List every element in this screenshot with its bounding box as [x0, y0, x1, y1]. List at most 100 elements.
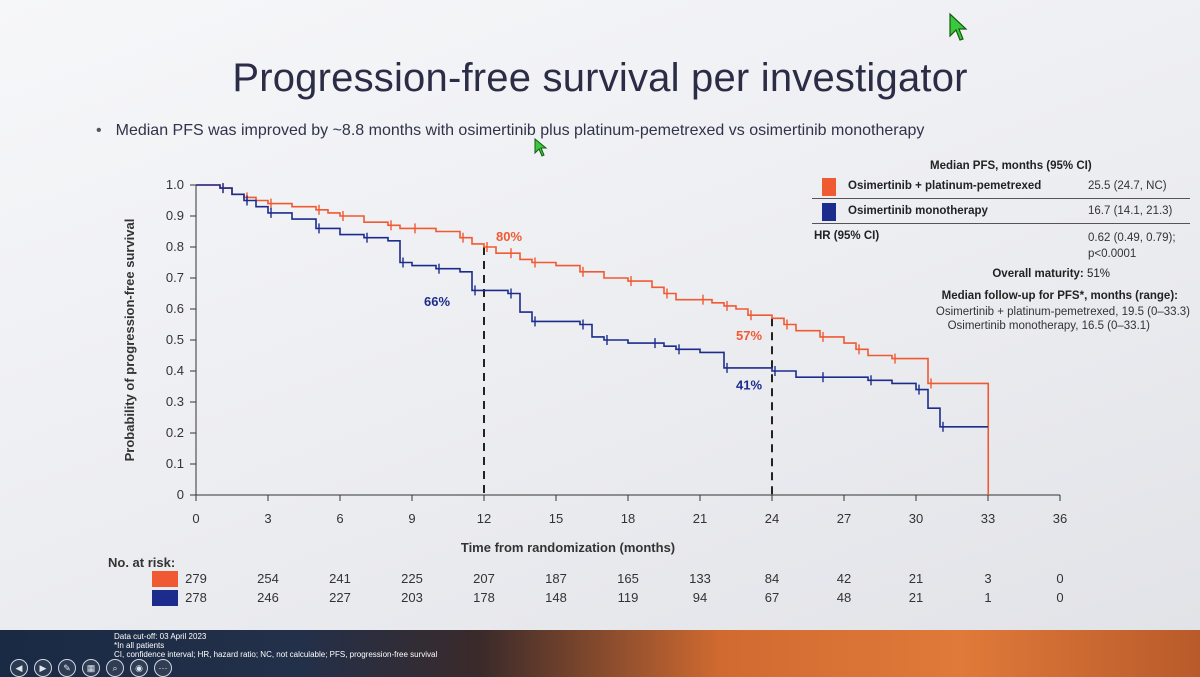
- percent-annotation: 57%: [736, 328, 762, 343]
- risk-count-combo: 254: [257, 571, 279, 586]
- x-tick-label: 21: [693, 511, 707, 526]
- hr-value-line2: p<0.0001: [1088, 248, 1137, 260]
- legend-value-mono: 16.7 (14.1, 21.3): [1088, 205, 1173, 217]
- x-tick-label: 15: [549, 511, 563, 526]
- y-tick-label: 0.4: [166, 363, 184, 378]
- pen-icon[interactable]: ✎: [58, 659, 76, 677]
- legend-label-mono: Osimertinib monotherapy: [848, 205, 988, 217]
- risk-count-mono: 178: [473, 590, 495, 605]
- risk-count-combo: 207: [473, 571, 495, 586]
- risk-count-mono: 227: [329, 590, 351, 605]
- followup-mono: Osimertinib monotherapy, 16.5 (0–33.1): [947, 320, 1150, 332]
- bullet-point: • Median PFS was improved by ~8.8 months …: [96, 122, 924, 140]
- x-tick-label: 18: [621, 511, 635, 526]
- risk-count-mono: 119: [617, 590, 639, 605]
- risk-count-combo: 241: [329, 571, 351, 586]
- followup-title: Median follow-up for PFS*, months (range…: [941, 290, 1178, 302]
- x-tick-label: 6: [336, 511, 343, 526]
- overall-maturity: Overall maturity: 51%: [992, 268, 1110, 280]
- legend-swatch-combo: [822, 178, 836, 196]
- risk-swatch-mono: [152, 590, 178, 606]
- footer-notes: Data cut-off: 03 April 2023 *In all pati…: [114, 632, 437, 659]
- legend-header: Median PFS, months (95% CI): [930, 160, 1092, 172]
- risk-count-mono: 21: [908, 590, 924, 605]
- risk-swatch-combo: [152, 571, 178, 587]
- y-tick-label: 0.9: [166, 208, 184, 223]
- y-tick-label: 0.8: [166, 239, 184, 254]
- risk-count-combo: 187: [545, 571, 567, 586]
- hr-value: 0.62 (0.49, 0.79); p<0.0001: [1088, 230, 1176, 262]
- slide: Progression-free survival per investigat…: [0, 0, 1200, 630]
- followup-combo: Osimertinib + platinum-pemetrexed, 19.5 …: [935, 306, 1190, 318]
- risk-count-mono: 148: [545, 590, 567, 605]
- footer-line-patients: *In all patients: [114, 641, 165, 650]
- risk-count-mono: 1: [984, 590, 992, 605]
- x-tick-label: 27: [837, 511, 851, 526]
- risk-count-mono: 67: [764, 590, 780, 605]
- zoom-icon[interactable]: ⌕: [106, 659, 124, 677]
- x-tick-label: 36: [1053, 511, 1067, 526]
- maturity-label: Overall maturity:: [992, 268, 1084, 280]
- legend-row-mono: Osimertinib monotherapy 16.7 (14.1, 21.3…: [812, 201, 1190, 224]
- risk-row-combo: 279 254 241 225 207 187 165 133 84 42 21 3 0: [0, 571, 1200, 589]
- risk-table-title: No. at risk:: [108, 555, 176, 570]
- risk-count-combo: 84: [764, 571, 780, 586]
- y-tick-label: 0.7: [166, 270, 184, 285]
- y-tick-label: 0: [177, 487, 184, 502]
- risk-count-mono: 94: [692, 590, 708, 605]
- y-tick-label: 0.5: [166, 332, 184, 347]
- cursor-arrow-icon: [949, 12, 968, 41]
- slides-icon[interactable]: ▦: [82, 659, 100, 677]
- presenter-footer: Data cut-off: 03 April 2023 *In all pati…: [0, 630, 1200, 677]
- maturity-value: 51%: [1086, 268, 1110, 280]
- risk-row-mono: 278 246 227 203 178 148 119 94 67 48 21 1 0: [0, 590, 1200, 608]
- x-tick-label: 3: [264, 511, 271, 526]
- y-tick-label: 0.6: [166, 301, 184, 316]
- x-tick-label: 12: [477, 511, 491, 526]
- legend-value-combo: 25.5 (24.7, NC): [1088, 180, 1167, 192]
- y-tick-label: 1.0: [166, 177, 184, 192]
- bullet-text: Median PFS was improved by ~8.8 months w…: [115, 122, 925, 139]
- risk-count-mono: 278: [185, 590, 207, 605]
- camera-icon[interactable]: ◉: [130, 659, 148, 677]
- x-tick-label: 9: [408, 511, 415, 526]
- risk-count-mono: 48: [836, 590, 852, 605]
- next-icon[interactable]: ▶: [34, 659, 52, 677]
- risk-count-combo: 21: [908, 571, 924, 586]
- curve-combo: [196, 184, 990, 495]
- risk-count-combo: 165: [617, 571, 639, 586]
- y-tick-label: 0.1: [166, 456, 184, 471]
- x-tick-label: 30: [909, 511, 923, 526]
- risk-count-mono: 0: [1056, 590, 1064, 605]
- cursor-small-icon: [534, 138, 548, 157]
- x-tick-label: 0: [192, 511, 199, 526]
- legend-label-combo: Osimertinib + platinum-pemetrexed: [848, 180, 1042, 192]
- risk-count-mono: 246: [257, 590, 279, 605]
- km-chart: 0 3 6 9 12 15 18 21 24 27 30 33 3600.10.20.30.40.50.…: [122, 177, 1067, 555]
- percent-annotation: 66%: [424, 294, 450, 309]
- y-axis-title: Probability of progression-free survival: [122, 219, 137, 462]
- hr-label: HR (95% CI): [814, 230, 880, 242]
- bullet-dot-icon: •: [96, 122, 102, 139]
- hr-value-line1: 0.62 (0.49, 0.79);: [1088, 232, 1176, 244]
- legend-row-combo: Osimertinib + platinum-pemetrexed 25.5 (…: [812, 176, 1190, 199]
- x-axis-title: Time from randomization (months): [461, 540, 675, 555]
- percent-annotation: 80%: [496, 229, 522, 244]
- legend-swatch-mono: [822, 203, 836, 221]
- x-tick-label: 24: [765, 511, 779, 526]
- footer-line-abbrev: CI, confidence interval; HR, hazard rati…: [114, 650, 438, 659]
- prev-icon[interactable]: ◀: [10, 659, 28, 677]
- risk-count-combo: 42: [836, 571, 852, 586]
- risk-count-combo: 279: [185, 571, 207, 586]
- percent-annotation: 41%: [736, 378, 762, 393]
- risk-count-combo: 0: [1056, 571, 1064, 586]
- risk-count-mono: 203: [401, 590, 423, 605]
- footer-line-cutoff: Data cut-off: 03 April 2023: [114, 632, 207, 641]
- risk-count-combo: 3: [984, 571, 992, 586]
- y-tick-label: 0.3: [166, 394, 184, 409]
- risk-count-combo: 133: [689, 571, 711, 586]
- presenter-controls: ◀ ▶ ✎ ▦ ⌕ ◉ ⋯: [10, 658, 178, 677]
- risk-count-combo: 225: [401, 571, 423, 586]
- curve-mono: [196, 184, 988, 428]
- more-icon[interactable]: ⋯: [154, 659, 172, 677]
